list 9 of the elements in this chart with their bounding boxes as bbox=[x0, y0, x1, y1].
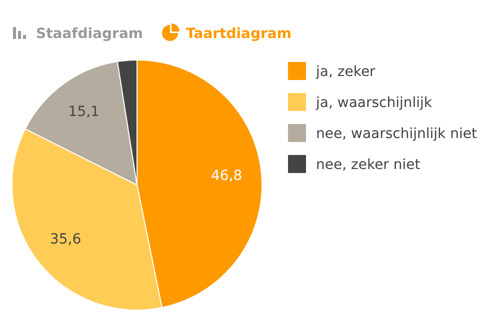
legend-label: nee, waarschijnlijk niet bbox=[316, 126, 478, 142]
legend-label: ja, waarschijnlijk bbox=[315, 95, 433, 111]
data-label: 46,8 bbox=[210, 168, 242, 184]
text: Staafdiagram bbox=[36, 26, 143, 42]
legend-label: ja, zeker bbox=[315, 64, 376, 80]
legend-label: nee, zeker niet bbox=[316, 157, 421, 173]
text: Taartdiagram bbox=[186, 26, 292, 42]
data-label: 15,1 bbox=[68, 104, 100, 120]
data-label: 35,6 bbox=[50, 232, 82, 248]
